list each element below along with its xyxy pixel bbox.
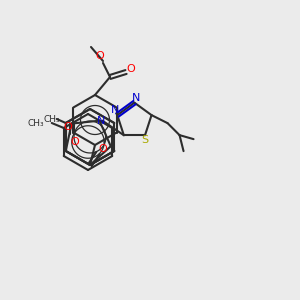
Text: O: O [70, 136, 79, 147]
Text: O: O [63, 122, 72, 132]
Text: O: O [99, 144, 107, 154]
Text: N: N [97, 116, 106, 126]
Text: CH₃: CH₃ [44, 115, 60, 124]
Text: S: S [141, 135, 148, 145]
Text: N: N [111, 105, 119, 115]
Text: O: O [127, 64, 135, 74]
Text: N: N [132, 93, 141, 103]
Text: O: O [96, 51, 104, 61]
Text: CH₃: CH₃ [27, 118, 44, 127]
